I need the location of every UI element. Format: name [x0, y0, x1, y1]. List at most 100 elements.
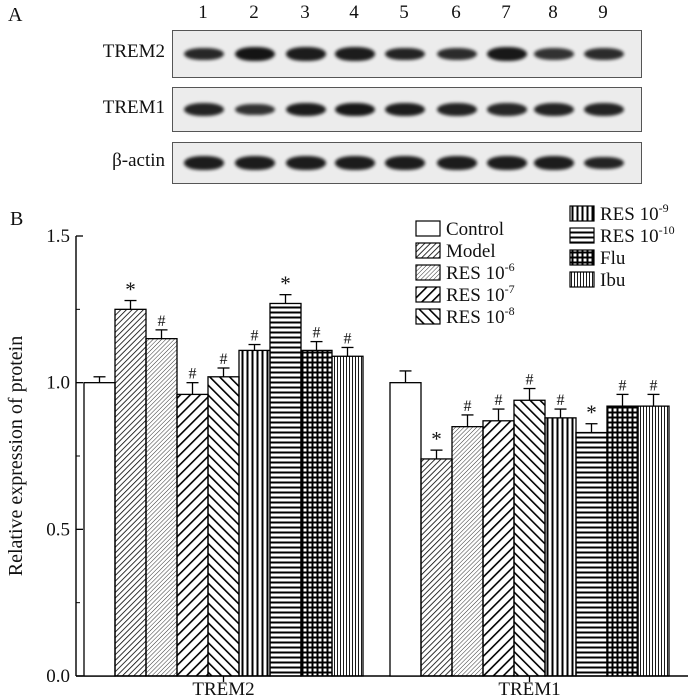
bar [238, 349, 271, 677]
significance-mark: # [495, 392, 503, 409]
y-axis-label: Relative expression of protein [5, 336, 27, 577]
legend-swatch [569, 271, 595, 288]
y-tick-label: 1.5 [46, 226, 70, 247]
blot-band [235, 47, 275, 61]
blot-strip [172, 30, 642, 78]
lane-number: 9 [598, 2, 608, 23]
blot-row-label: TREM1 [102, 96, 165, 118]
legend-exponent: -8 [505, 304, 515, 318]
blot-band [437, 156, 477, 170]
blot-band [385, 102, 425, 117]
blot-strip [172, 142, 642, 184]
y-tick-label: 0.5 [46, 519, 70, 540]
blot-band [335, 102, 375, 117]
bar [544, 417, 577, 677]
lane-number: 7 [501, 2, 511, 23]
significance-mark: # [464, 398, 472, 415]
legend-item: RES 10-6 [415, 260, 515, 284]
lane-number: 8 [548, 2, 558, 23]
significance-mark: # [557, 392, 565, 409]
x-tick-label: TREM2 [192, 679, 254, 696]
blot-band [584, 103, 624, 116]
blot-band [235, 156, 275, 170]
blot-band [286, 156, 326, 170]
legend-label: Flu [600, 248, 626, 269]
blot-band [385, 47, 425, 61]
blot-band [437, 103, 477, 116]
legend-swatch [415, 220, 441, 237]
bar [513, 399, 546, 677]
significance-mark: * [431, 427, 442, 451]
legend-item: Flu [569, 248, 626, 269]
legend-label: RES 10-9 [600, 201, 669, 225]
blot-band [487, 156, 527, 170]
legend-swatch [415, 286, 441, 303]
significance-mark: * [125, 278, 136, 302]
bar [606, 405, 639, 677]
legend-exponent: -7 [505, 282, 515, 296]
bar [575, 431, 608, 677]
legend-label: RES 10-10 [600, 223, 675, 247]
bar [176, 393, 209, 677]
bar [207, 376, 240, 677]
legend-label: Model [446, 241, 496, 262]
y-tick-label: 1.0 [46, 373, 70, 394]
lane-number: 5 [399, 2, 409, 23]
lane-number: 6 [451, 2, 461, 23]
bar [420, 458, 453, 677]
bar [637, 405, 670, 677]
blot-band [184, 47, 224, 61]
significance-mark: # [220, 351, 228, 368]
significance-mark: # [526, 372, 534, 389]
blot-band [437, 48, 477, 60]
legend-swatch [569, 227, 595, 244]
legend-label: Ibu [600, 270, 626, 291]
blot-band [534, 48, 574, 60]
legend-swatch [415, 308, 441, 325]
blot-band [584, 48, 624, 60]
bar [389, 382, 422, 677]
bar [145, 338, 178, 677]
blot-band [286, 47, 326, 61]
significance-mark: * [280, 272, 291, 296]
legend-item: Model [415, 241, 496, 262]
blot-band [335, 47, 375, 61]
significance-mark: * [586, 401, 597, 425]
blot-band [286, 102, 326, 117]
bar [114, 308, 147, 677]
legend-item: RES 10-7 [415, 282, 515, 306]
blot-band [184, 103, 224, 116]
x-tick-label: TREM1 [498, 679, 560, 696]
panel-label-b: B [10, 208, 24, 230]
legend-item: RES 10-10 [569, 223, 675, 247]
bar [83, 382, 116, 677]
y-tick-label: 0.0 [46, 666, 70, 687]
blot-band [235, 103, 275, 116]
significance-mark: # [189, 366, 197, 383]
bar [482, 420, 515, 677]
lane-number: 2 [249, 2, 259, 23]
panel-label-a: A [8, 4, 23, 26]
blot-band [487, 47, 527, 61]
bar [269, 302, 302, 677]
legend-item: RES 10-9 [569, 201, 669, 225]
legend-exponent: -10 [659, 223, 675, 237]
legend-swatch [415, 264, 441, 281]
significance-mark: # [251, 328, 259, 345]
lane-number: 4 [349, 2, 359, 23]
blot-band [385, 156, 425, 170]
legend-label: RES 10-6 [446, 260, 515, 284]
legend-swatch [415, 242, 441, 259]
blot-band [584, 156, 624, 170]
blot-band [534, 156, 574, 170]
blot-band [335, 156, 375, 170]
blot-band [534, 103, 574, 116]
blot-band [487, 103, 527, 116]
significance-mark: # [313, 325, 321, 342]
legend-swatch [569, 205, 595, 222]
blot-band [184, 156, 224, 170]
significance-mark: # [344, 330, 352, 347]
significance-mark: # [619, 377, 627, 394]
legend-exponent: -6 [505, 260, 515, 274]
